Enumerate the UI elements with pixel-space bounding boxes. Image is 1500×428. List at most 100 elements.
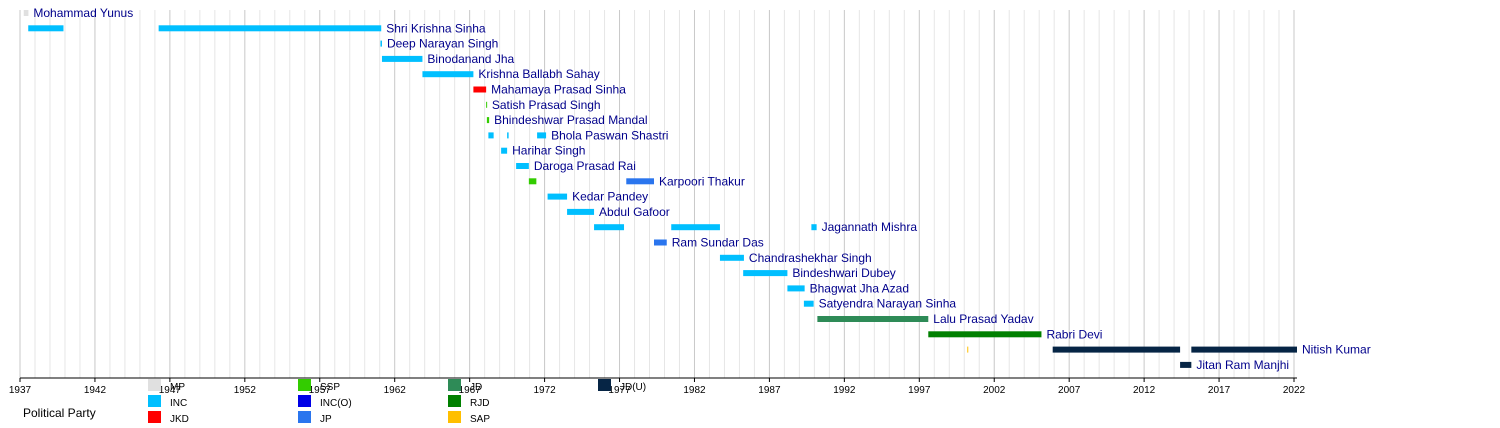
term-bar: [537, 132, 547, 139]
term-bar: [626, 178, 655, 185]
legend: Political Party MP INC JKD SSP INC(O) JP JD RJD…: [23, 379, 646, 425]
chief-minister-label: Nitish Kumar: [1302, 343, 1371, 357]
x-tick-label: 1952: [234, 385, 257, 396]
term-bar: [422, 71, 474, 78]
term-bar: [547, 193, 568, 200]
x-tick-label: 1987: [758, 385, 781, 396]
legend-label: JP: [320, 414, 332, 425]
legend-swatch: [298, 379, 311, 391]
chief-minister-label: Ram Sundar Das: [672, 236, 764, 250]
legend-label: MP: [170, 382, 185, 393]
term-bar: [803, 300, 814, 307]
x-tick-label: 1957: [309, 385, 332, 396]
bar-layer: [23, 10, 1297, 368]
chief-minister-label: Bindeshwari Dubey: [792, 266, 895, 280]
x-tick-label: 1977: [608, 385, 631, 396]
legend-swatch: [298, 395, 311, 407]
term-bar: [381, 55, 423, 62]
term-bar: [501, 147, 508, 154]
x-tick-label: 2002: [983, 385, 1006, 396]
chief-minister-label: Satish Prasad Singh: [492, 98, 601, 112]
term-bar: [488, 132, 494, 139]
legend-swatch: [148, 411, 161, 423]
chief-minister-label: Bhola Paswan Shastri: [551, 128, 668, 142]
term-bar: [567, 208, 595, 215]
term-bar: [928, 331, 1042, 338]
legend-label: SSP: [320, 382, 340, 393]
term-bar: [516, 163, 529, 169]
term-bar: [787, 285, 805, 292]
term-bar: [380, 40, 382, 47]
x-tick-label: 1947: [159, 385, 182, 396]
term-bar: [811, 224, 817, 231]
chief-minister-label: Karpoori Thakur: [659, 174, 745, 188]
chief-minister-label: Harihar Singh: [512, 144, 585, 158]
legend-swatch: [298, 411, 311, 423]
chief-minister-label: Rabri Devi: [1046, 327, 1102, 341]
x-tick-label: 2007: [1058, 385, 1081, 396]
legend-label: SAP: [470, 414, 490, 425]
x-tick-label: 1972: [533, 385, 556, 396]
x-tick-label: 1942: [84, 385, 107, 396]
legend-label: JD: [470, 382, 482, 393]
legend-swatch: [448, 379, 461, 391]
chief-minister-label: Krishna Ballabh Sahay: [478, 67, 599, 81]
chief-minister-label: Shri Krishna Sinha: [386, 21, 486, 35]
term-bar: [1052, 346, 1181, 353]
term-bar: [594, 224, 625, 231]
legend-swatch: [448, 395, 461, 407]
x-tick-label: 1967: [459, 385, 482, 396]
legend-label: RJD: [470, 398, 489, 409]
chief-minister-label: Deep Narayan Singh: [387, 37, 498, 51]
x-tick-label: 2012: [1133, 385, 1156, 396]
chief-minister-label: Abdul Gafoor: [599, 205, 670, 219]
legend-swatch: [148, 395, 161, 407]
chief-minister-label: Daroga Prasad Rai: [534, 159, 636, 173]
term-bar: [967, 346, 969, 353]
legend-swatch: [598, 379, 611, 391]
chief-minister-label: Bhindeshwar Prasad Mandal: [494, 113, 647, 127]
term-bar: [817, 316, 929, 322]
legend-label: INC: [170, 398, 187, 409]
term-bar: [486, 101, 488, 108]
x-tick-label: 1997: [908, 385, 931, 396]
term-bar: [28, 25, 64, 32]
term-bar: [1191, 346, 1297, 353]
term-bar: [671, 224, 720, 231]
chief-minister-label: Bhagwat Jha Azad: [810, 281, 909, 295]
chief-minister-label: Jagannath Mishra: [822, 220, 918, 234]
term-bar: [743, 270, 788, 277]
x-tick-label: 1992: [833, 385, 856, 396]
term-bar: [23, 10, 29, 16]
x-axis: 1937 1942 1947 1952 1957 1962 1967 1972 1977 1982…: [9, 377, 1306, 396]
term-bar: [486, 117, 490, 124]
legend-swatch: [448, 411, 461, 423]
label-layer: Mohammad Yunus Shri Krishna Sinha Deep Nar…: [33, 6, 1370, 372]
chief-minister-label: Mahamaya Prasad Sinha: [491, 83, 626, 97]
term-bar: [719, 254, 744, 261]
chief-minister-label: Mohammad Yunus: [33, 6, 133, 20]
legend-title: Political Party: [23, 406, 96, 420]
chief-minister-label: Kedar Pandey: [572, 190, 648, 204]
term-bar: [507, 132, 509, 139]
chief-minister-label: Lalu Prasad Yadav: [933, 312, 1033, 326]
legend-swatch: [148, 379, 161, 391]
term-bar: [1180, 361, 1192, 368]
term-bar: [528, 178, 537, 185]
term-bar: [473, 86, 487, 93]
legend-label: JKD: [170, 414, 189, 425]
x-tick-label: 2022: [1283, 385, 1306, 396]
x-tick-label: 1982: [683, 385, 706, 396]
legend-label: INC(O): [320, 398, 352, 409]
chief-minister-label: Satyendra Narayan Sinha: [819, 297, 957, 311]
chief-minister-label: Jitan Ram Manjhi: [1196, 358, 1289, 372]
x-tick-label: 1937: [9, 385, 32, 396]
grid-layer: [19, 10, 1295, 378]
chief-minister-label: Chandrashekhar Singh: [749, 251, 872, 265]
chief-minister-label: Binodanand Jha: [427, 52, 514, 66]
x-tick-label: 2017: [1208, 385, 1231, 396]
term-bar: [654, 239, 667, 246]
x-tick-label: 1962: [384, 385, 407, 396]
term-bar: [158, 25, 382, 32]
